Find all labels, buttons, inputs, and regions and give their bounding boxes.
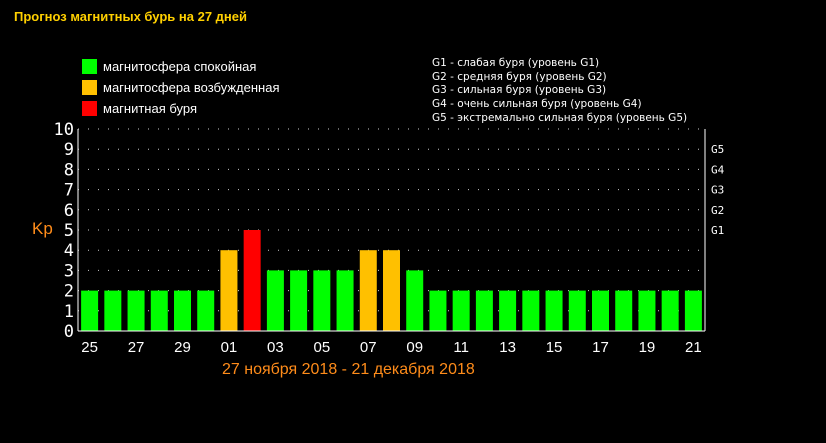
bar bbox=[638, 290, 656, 331]
storm-level-g3: G3 - сильная буря (уровень G3) bbox=[432, 84, 607, 97]
storm-level-g4: G4 - очень сильная буря (уровень G4) bbox=[432, 98, 642, 111]
chart-title: Прогноз магнитных бурь на 27 дней bbox=[14, 9, 247, 24]
x-tick-label: 19 bbox=[639, 339, 656, 356]
y-tick-label: 0 bbox=[64, 322, 74, 342]
legend-swatch-quiet bbox=[82, 59, 97, 74]
bar bbox=[452, 290, 470, 331]
storm-level-g5: G5 - экстремально сильная буря (уровень … bbox=[432, 111, 688, 124]
legend-swatch-storm bbox=[82, 101, 97, 116]
bar bbox=[592, 290, 609, 331]
y-tick-label: 2 bbox=[64, 282, 74, 302]
y-axis-label: Kp bbox=[32, 219, 53, 238]
storm-level-g2: G2 - средняя буря (уровень G2) bbox=[432, 70, 607, 83]
legend-label-storm: магнитная буря bbox=[103, 101, 198, 116]
bar bbox=[475, 290, 493, 331]
x-tick-label: 01 bbox=[221, 339, 238, 356]
x-tick-label: 21 bbox=[685, 339, 702, 356]
bar bbox=[336, 270, 354, 331]
bar bbox=[545, 290, 563, 331]
bar bbox=[406, 270, 424, 331]
bar bbox=[661, 290, 679, 331]
x-tick-label: 13 bbox=[499, 339, 516, 356]
bar bbox=[104, 290, 122, 331]
y-tick-label: 1 bbox=[64, 302, 74, 322]
bar bbox=[429, 290, 447, 331]
legend-swatch-active bbox=[82, 80, 97, 95]
legend-label-active: магнитосфера возбужденная bbox=[103, 80, 280, 95]
y-tick-label: 5 bbox=[64, 221, 74, 241]
right-axis-label: G2 bbox=[711, 204, 724, 217]
bar bbox=[522, 290, 540, 331]
x-tick-label: 07 bbox=[360, 339, 377, 356]
bar bbox=[243, 230, 261, 331]
y-tick-label: 10 bbox=[54, 120, 74, 140]
bar bbox=[220, 250, 238, 331]
legend-item-storm: магнитная буря bbox=[82, 98, 280, 119]
bar bbox=[150, 290, 168, 331]
right-axis-label: G1 bbox=[711, 224, 724, 237]
x-tick-label: 29 bbox=[174, 339, 191, 356]
bar bbox=[197, 290, 215, 331]
bar bbox=[359, 250, 377, 331]
bar bbox=[499, 290, 517, 331]
legend-item-active: магнитосфера возбужденная bbox=[82, 77, 280, 98]
bar bbox=[174, 290, 191, 331]
legend-item-quiet: магнитосфера спокойная bbox=[82, 56, 280, 77]
bar bbox=[615, 290, 633, 331]
bar bbox=[290, 270, 308, 331]
right-axis-label: G3 bbox=[711, 184, 724, 197]
legend-label-quiet: магнитосфера спокойная bbox=[103, 59, 257, 74]
x-tick-label: 09 bbox=[406, 339, 423, 356]
x-axis-label: 27 ноября 2018 - 21 декабря 2018 bbox=[222, 361, 475, 378]
bar bbox=[313, 270, 331, 331]
storm-level-legend: G1 - слабая буря (уровень G1) G2 - средн… bbox=[432, 57, 687, 126]
y-tick-label: 3 bbox=[64, 261, 74, 281]
y-tick-label: 6 bbox=[64, 201, 74, 221]
bar bbox=[383, 250, 400, 331]
bar bbox=[568, 290, 586, 331]
x-tick-label: 17 bbox=[592, 339, 609, 356]
bar bbox=[81, 290, 99, 331]
bar bbox=[684, 290, 702, 331]
color-legend: магнитосфера спокойная магнитосфера возб… bbox=[82, 56, 280, 119]
x-tick-label: 27 bbox=[128, 339, 145, 356]
x-tick-label: 15 bbox=[546, 339, 563, 356]
x-tick-label: 11 bbox=[453, 339, 469, 356]
x-tick-label: 03 bbox=[267, 339, 284, 356]
storm-level-g1: G1 - слабая буря (уровень G1) bbox=[432, 57, 600, 69]
y-tick-label: 8 bbox=[64, 160, 74, 180]
bar bbox=[127, 290, 145, 331]
y-tick-label: 9 bbox=[64, 140, 74, 160]
x-tick-label: 05 bbox=[313, 339, 330, 356]
x-tick-label: 25 bbox=[81, 339, 98, 356]
y-tick-label: 7 bbox=[64, 181, 74, 201]
bar bbox=[266, 270, 284, 331]
right-axis-label: G5 bbox=[711, 143, 724, 156]
right-axis-label: G4 bbox=[711, 163, 725, 176]
y-tick-label: 4 bbox=[64, 241, 74, 261]
